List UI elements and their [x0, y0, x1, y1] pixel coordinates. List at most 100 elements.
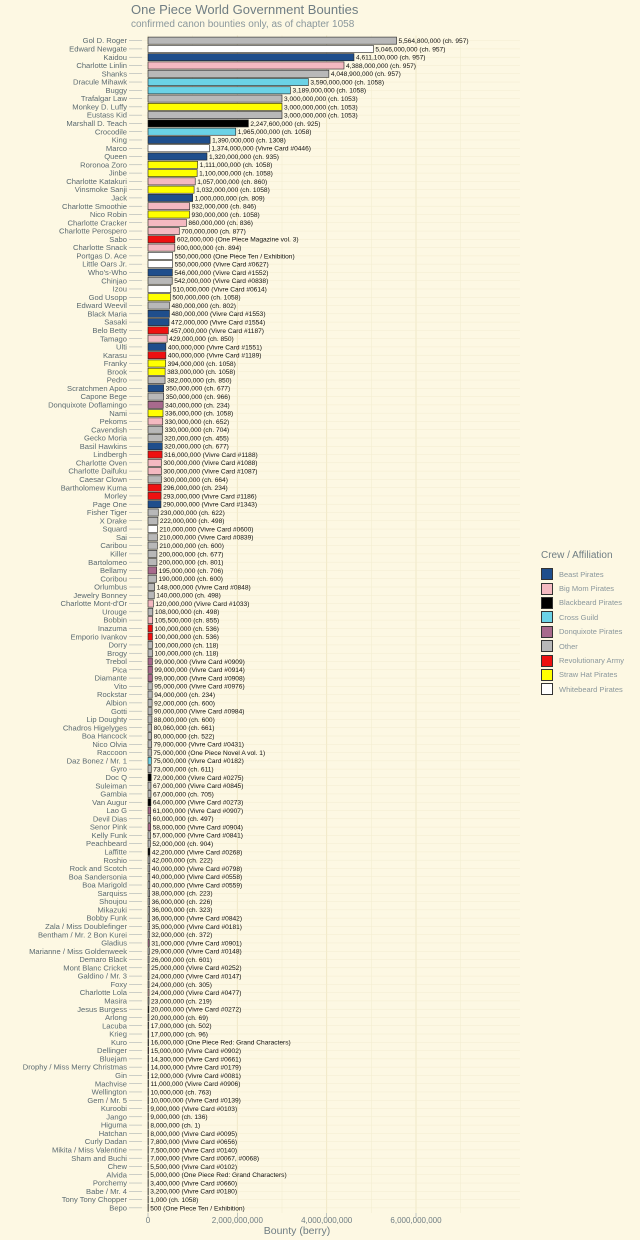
- category-label: Kelly Funk: [92, 831, 128, 840]
- category-label: Hatchan: [99, 1129, 127, 1138]
- category-label: Bentham / Mr. 2 Bon Kurei: [38, 930, 127, 939]
- category-label: Belo Betty: [92, 326, 127, 335]
- value-label: 350,000,000 (ch. 966): [166, 394, 231, 401]
- category-label: Pica: [112, 665, 128, 674]
- category-label: Crocodile: [95, 127, 127, 136]
- value-label: 26,000,000 (ch. 601): [151, 957, 212, 964]
- bar: [147, 897, 150, 906]
- value-label: 550,000,000 (Vivre Card #0627): [175, 262, 269, 269]
- value-label: 148,000,000 (Vivre Card #0848): [157, 584, 251, 591]
- value-label: 35,000,000 (Vivre Card #0181): [152, 924, 242, 931]
- bar: [147, 690, 153, 699]
- bar: [147, 947, 150, 956]
- bar: [147, 963, 150, 972]
- legend-title: Crew / Affiliation: [541, 550, 613, 561]
- value-label: 400,000,000 (Vivre Card #1551): [168, 344, 262, 351]
- bar: [147, 814, 151, 823]
- bar: [147, 235, 176, 244]
- value-label: 36,000,000 (ch. 226): [152, 899, 213, 906]
- bar: [147, 1046, 149, 1055]
- category-label: Caesar Clown: [79, 475, 127, 484]
- value-label: 1,057,000,000 (ch. 860): [197, 179, 267, 186]
- category-label: King: [112, 136, 127, 145]
- value-label: 36,000,000 (ch. 323): [152, 907, 213, 914]
- category-label: Morley: [104, 492, 127, 501]
- category-label: Urouge: [102, 607, 127, 616]
- category-label: Peachbeard: [86, 839, 127, 848]
- category-label: Scratchmen Apoo: [67, 384, 127, 393]
- value-label: 60,000,000 (ch. 497): [153, 816, 214, 823]
- value-label: 17,000,000 (ch. 96): [151, 1031, 208, 1038]
- value-label: 10,000,000 (ch. 763): [150, 1089, 211, 1096]
- category-label: Kuro: [111, 1038, 127, 1047]
- category-label: Higuma: [101, 1121, 128, 1130]
- bar: [147, 955, 150, 964]
- bar: [147, 1071, 149, 1080]
- value-label: 38,000,000 (ch. 223): [152, 891, 213, 898]
- bar: [147, 533, 158, 542]
- value-label: 542,000,000 (Vivre Card #0838): [174, 278, 268, 285]
- category-label: Roronoa Zoro: [80, 160, 127, 169]
- category-label: Lao G: [106, 806, 127, 815]
- bar: [147, 806, 152, 815]
- category-label: Charlotte Oven: [76, 458, 127, 467]
- value-label: 3,400,000 (Vivre Card #0660): [150, 1180, 237, 1187]
- bar: [147, 492, 162, 500]
- bar: [147, 458, 162, 467]
- bar: [147, 252, 173, 260]
- bar: [147, 326, 169, 335]
- category-label: Brook: [107, 367, 127, 376]
- category-label: Ulti: [116, 343, 127, 352]
- bar: [147, 657, 153, 666]
- category-label: Little Oars Jr.: [82, 260, 127, 269]
- legend-swatch: [541, 596, 553, 609]
- value-label: 14,300,000 (Vivre Card #0661): [151, 1056, 241, 1063]
- category-label: God Usopp: [89, 293, 127, 302]
- bar: [147, 905, 150, 914]
- legend-label: Straw Hat Pirates: [559, 670, 618, 680]
- legend-label: Whitebeard Pirates: [559, 684, 623, 694]
- category-label: Who's-Who: [88, 268, 127, 277]
- bar: [147, 409, 164, 418]
- category-label: Monkey D. Luffy: [72, 102, 127, 111]
- category-label: Buggy: [105, 86, 127, 95]
- value-label: 40,000,000 (Vivre Card #0558): [152, 874, 242, 881]
- value-label: 12,000,000 (Vivre Card #0081): [151, 1073, 241, 1080]
- category-label: Gladius: [101, 939, 127, 948]
- value-label: 64,000,000 (Vivre Card #0273): [153, 800, 243, 807]
- bar: [147, 599, 154, 608]
- category-label: Galdino / Mr. 3: [78, 972, 127, 981]
- legend-item: Straw Hat Pirates: [541, 668, 624, 682]
- value-label: 290,000,000 (Vivre Card #1343): [163, 502, 257, 509]
- category-label: Dorry: [108, 641, 127, 650]
- value-label: 3,000,000,000 (ch. 1053): [284, 104, 358, 111]
- bar: [147, 881, 151, 889]
- category-label: X Drake: [100, 516, 127, 525]
- x-tick-label: 4,000,000,000: [301, 1216, 353, 1225]
- bar: [147, 467, 162, 475]
- value-label: 195,000,000 (ch. 706): [159, 568, 224, 575]
- bar: [147, 450, 163, 459]
- bar: [147, 94, 283, 103]
- legend-item: Other: [541, 639, 624, 653]
- category-label: Alvida: [106, 1170, 127, 1179]
- value-label: 7,000,000 (Vivre Card #0067, #0068): [150, 1156, 259, 1163]
- legend-swatch: [541, 668, 553, 681]
- bar: [147, 475, 162, 484]
- category-label: Lip Doughty: [86, 715, 127, 724]
- value-label: 1,320,000,000 (ch. 935): [209, 154, 279, 161]
- category-label: Kuroobi: [101, 1104, 127, 1113]
- value-label: 600,000,000 (ch. 894): [177, 245, 242, 252]
- category-label: Rock and Scotch: [70, 864, 127, 873]
- value-label: 1,000,000,000 (ch. 809): [195, 195, 265, 202]
- grid-layer: [142, 35, 520, 1213]
- legend: Crew / Affiliation Beast Pirates Big Mom …: [541, 550, 624, 697]
- bar: [147, 823, 151, 831]
- value-label: 230,000,000 (ch. 622): [160, 510, 225, 517]
- bar: [147, 86, 291, 95]
- category-label: Tamago: [100, 334, 127, 343]
- legend-swatch: [541, 582, 553, 595]
- bar: [147, 558, 158, 567]
- category-label: Charlotte Perospero: [59, 227, 127, 236]
- category-label: Queen: [104, 152, 127, 161]
